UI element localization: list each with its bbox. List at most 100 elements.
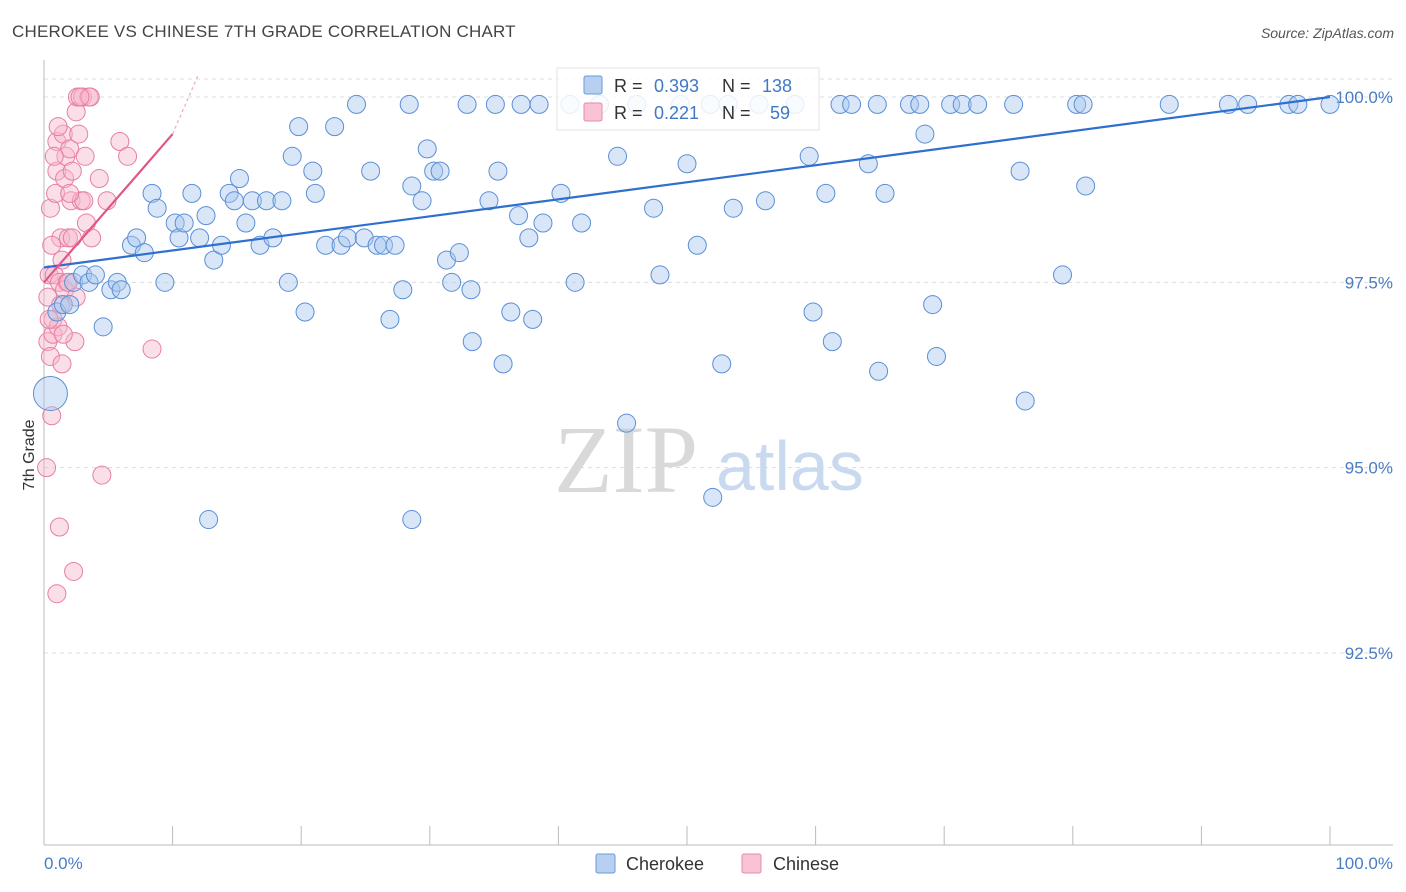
legend-swatch-chinese bbox=[583, 102, 603, 122]
cherokee-point bbox=[608, 146, 628, 166]
cherokee-point bbox=[204, 250, 224, 270]
y-tick-label-3: 92.5% bbox=[1345, 644, 1393, 663]
cherokee-point bbox=[712, 354, 732, 374]
chinese-point bbox=[62, 228, 82, 248]
cherokee-point bbox=[101, 280, 121, 300]
legend-n-cherokee: 138 bbox=[762, 76, 792, 96]
bottom-legend-cherokee: Cherokee bbox=[626, 854, 704, 874]
cherokee-point bbox=[190, 228, 210, 248]
axes bbox=[43, 60, 1393, 846]
cherokee-point bbox=[224, 191, 244, 211]
cherokee-point bbox=[1238, 94, 1258, 114]
cherokee-point bbox=[79, 272, 99, 292]
cherokee-point bbox=[799, 146, 819, 166]
cherokee-point bbox=[501, 302, 521, 322]
chart-title: CHEROKEE VS CHINESE 7TH GRADE CORRELATIO… bbox=[12, 22, 516, 41]
chinese-point bbox=[42, 406, 62, 426]
cherokee-point bbox=[380, 309, 400, 329]
cherokee-point bbox=[242, 191, 262, 211]
cherokee-point bbox=[1004, 94, 1024, 114]
cherokee-point bbox=[236, 213, 256, 233]
chinese-point bbox=[89, 169, 109, 189]
chinese-point bbox=[53, 324, 73, 344]
cherokee-trend-line bbox=[43, 95, 1331, 269]
cherokee-point bbox=[493, 354, 513, 374]
cherokee-point bbox=[875, 183, 895, 203]
cherokee-point bbox=[899, 94, 919, 114]
cherokee-point bbox=[442, 272, 462, 292]
cherokee-point bbox=[32, 376, 68, 412]
cherokee-point bbox=[449, 243, 469, 263]
cherokee-point bbox=[182, 183, 202, 203]
cherokee-point bbox=[93, 317, 113, 337]
x-tick-label-min: 0.0% bbox=[44, 854, 83, 873]
cherokee-point bbox=[529, 94, 549, 114]
cherokee-point bbox=[316, 235, 336, 255]
bottom-legend-swatch-cherokee bbox=[595, 853, 616, 874]
cherokee-point bbox=[1159, 94, 1179, 114]
cherokee-point bbox=[565, 272, 585, 292]
cherokee-point bbox=[755, 191, 775, 211]
cherokee-point bbox=[417, 139, 437, 159]
cherokee-point bbox=[282, 146, 302, 166]
chinese-point bbox=[110, 131, 130, 151]
chinese-point bbox=[40, 346, 60, 366]
chinese-point bbox=[42, 235, 62, 255]
cherokee-point bbox=[677, 154, 697, 174]
chinese-trend-extension bbox=[172, 74, 199, 135]
cherokee-point bbox=[1320, 94, 1340, 114]
cherokee-point bbox=[842, 94, 862, 114]
chinese-point bbox=[40, 198, 60, 218]
chinese-point bbox=[62, 161, 82, 181]
cherokee-point bbox=[910, 94, 930, 114]
cherokee-point bbox=[1053, 265, 1073, 285]
legend-n-chinese: 59 bbox=[770, 103, 790, 123]
y-tick-label-2: 95.0% bbox=[1345, 459, 1393, 478]
cherokee-point bbox=[687, 235, 707, 255]
chinese-point bbox=[49, 517, 69, 537]
chinese-point bbox=[39, 309, 59, 329]
cherokee-point bbox=[305, 183, 325, 203]
cherokee-point bbox=[256, 191, 276, 211]
cherokee-point bbox=[461, 280, 481, 300]
cherokee-point bbox=[523, 309, 543, 329]
cherokee-point bbox=[196, 206, 216, 226]
cherokee-point bbox=[430, 161, 450, 181]
chinese-point bbox=[44, 146, 64, 166]
cherokee-point bbox=[968, 94, 988, 114]
cherokee-point bbox=[1076, 176, 1096, 196]
cherokee-point bbox=[703, 487, 723, 507]
y-tick-label-1: 97.5% bbox=[1345, 273, 1393, 292]
cherokee-point bbox=[869, 361, 889, 381]
x-tick-label-max: 100.0% bbox=[1335, 854, 1393, 873]
cherokee-point bbox=[1015, 391, 1035, 411]
cherokee-point bbox=[142, 183, 162, 203]
chinese-point bbox=[55, 169, 75, 189]
chinese-point bbox=[92, 465, 112, 485]
cherokee-point bbox=[457, 94, 477, 114]
series-legend: Cherokee Chinese bbox=[595, 853, 839, 874]
cherokee-point bbox=[488, 161, 508, 181]
cherokee-point bbox=[325, 117, 345, 137]
chinese-points bbox=[37, 87, 162, 604]
chinese-point bbox=[70, 87, 90, 107]
cherokee-point bbox=[278, 272, 298, 292]
legend-n-label-1: N = bbox=[722, 76, 751, 96]
cherokee-point bbox=[923, 295, 943, 315]
cherokee-point bbox=[272, 191, 292, 211]
cherokee-point bbox=[723, 198, 743, 218]
cherokee-point bbox=[511, 94, 531, 114]
cherokee-point bbox=[53, 295, 73, 315]
chinese-point bbox=[82, 228, 102, 248]
cherokee-point bbox=[1010, 161, 1030, 181]
cherokee-point bbox=[830, 94, 850, 114]
cherokee-point bbox=[393, 280, 413, 300]
cherokee-point bbox=[572, 213, 592, 233]
cherokee-point bbox=[346, 94, 366, 114]
chinese-point bbox=[118, 146, 138, 166]
cherokee-point bbox=[199, 510, 219, 530]
cherokee-point bbox=[174, 213, 194, 233]
chinese-point bbox=[142, 339, 162, 359]
cherokee-point bbox=[1073, 94, 1093, 114]
